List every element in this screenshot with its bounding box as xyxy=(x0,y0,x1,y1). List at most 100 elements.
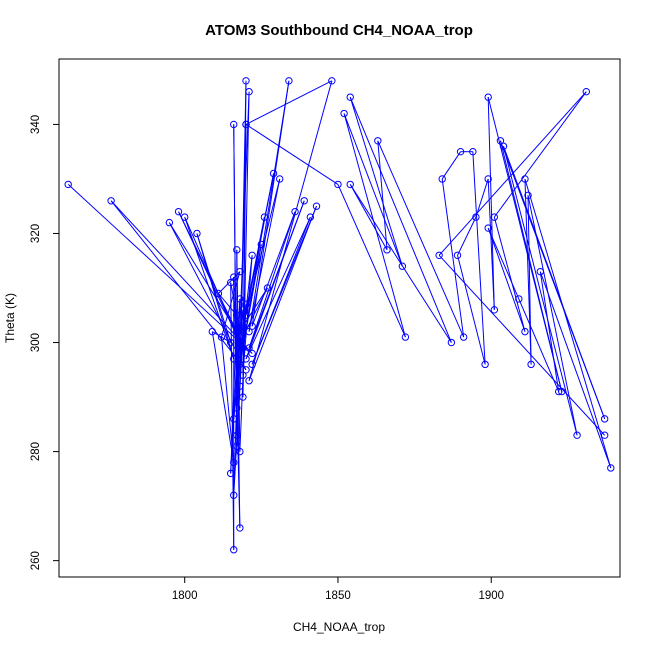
data-point xyxy=(236,360,244,369)
series-line-segment xyxy=(251,80,290,327)
data-point xyxy=(242,120,250,129)
series-line-segment xyxy=(493,91,587,218)
data-point xyxy=(285,77,293,85)
data-point xyxy=(484,93,492,101)
series-line-segment xyxy=(349,184,388,251)
data-point xyxy=(230,120,238,129)
series-line-segment xyxy=(493,216,526,332)
series-line-segment xyxy=(251,206,317,365)
data-point xyxy=(573,431,581,439)
series-line-segment xyxy=(527,195,578,436)
data-point xyxy=(236,295,244,303)
data-point xyxy=(239,322,247,330)
series-line-segment xyxy=(438,254,606,436)
x-axis-label: CH4_NOAA_trop xyxy=(293,620,385,634)
data-point xyxy=(180,213,189,221)
data-point xyxy=(226,278,235,287)
data-point xyxy=(208,327,216,336)
data-point xyxy=(484,224,492,232)
data-point xyxy=(398,262,407,270)
data-point xyxy=(496,137,505,145)
data-point xyxy=(239,393,247,401)
data-point xyxy=(600,415,609,423)
data-point xyxy=(233,246,241,254)
series-line-segment xyxy=(349,97,403,267)
series-line-segment xyxy=(539,271,612,469)
data-point xyxy=(64,180,72,189)
plot-frame xyxy=(58,58,621,578)
data-point xyxy=(248,360,256,369)
series-line-segment xyxy=(168,222,238,332)
y-tick-label: 300 xyxy=(30,333,42,352)
data-point xyxy=(236,382,244,390)
series-line-segment xyxy=(245,80,333,125)
data-point xyxy=(236,338,244,347)
x-tick-label: 1800 xyxy=(172,590,198,602)
series-line-segment xyxy=(441,178,465,338)
series-line-segment xyxy=(518,298,560,392)
series-line-segment xyxy=(539,271,560,392)
data-point xyxy=(233,442,241,450)
data-point xyxy=(438,175,446,183)
series-line-segment xyxy=(245,216,311,360)
series-line-segment xyxy=(343,113,406,338)
data-point xyxy=(527,360,535,369)
data-point xyxy=(269,169,278,178)
data-point xyxy=(263,284,272,292)
data-point xyxy=(291,207,299,216)
series-line-segment xyxy=(487,227,526,332)
data-point xyxy=(242,77,250,85)
series-line-segment xyxy=(110,200,253,354)
series-line-segment xyxy=(487,227,520,300)
data-point xyxy=(328,77,336,85)
series-line-segment xyxy=(377,140,465,338)
data-point xyxy=(230,491,238,499)
data-point xyxy=(236,524,244,532)
data-point xyxy=(233,404,241,412)
series-line-segment xyxy=(67,184,253,354)
series-line-segment xyxy=(343,113,403,267)
data-point xyxy=(374,137,382,145)
data-point xyxy=(469,147,477,156)
series-line-segment xyxy=(251,211,296,327)
data-point xyxy=(233,431,241,439)
x-axis: 1800 1850 1900 xyxy=(172,577,504,602)
data-point xyxy=(383,246,391,254)
data-point xyxy=(242,366,250,374)
data-point xyxy=(554,387,563,396)
data-point xyxy=(233,311,241,319)
series-line-segment xyxy=(245,173,275,316)
data-point xyxy=(607,464,615,472)
series-line-segment xyxy=(337,184,406,338)
y-axis-label: Theta (K) xyxy=(3,293,17,343)
y-tick-label: 340 xyxy=(30,115,42,134)
series-line-segment xyxy=(377,140,388,250)
y-tick-label: 280 xyxy=(30,442,42,461)
data-point xyxy=(453,251,462,259)
series-line-segment xyxy=(242,255,253,376)
series-line-segment xyxy=(236,249,241,452)
x-tick-label: 1900 xyxy=(478,590,504,602)
data-point xyxy=(245,88,253,96)
series-line-segment xyxy=(524,178,612,469)
data-point xyxy=(214,289,223,298)
data-point xyxy=(230,355,238,363)
data-point xyxy=(484,175,492,183)
series-line-segment xyxy=(248,80,333,381)
data-point xyxy=(248,349,256,358)
data-point xyxy=(257,240,266,249)
series-line-segment xyxy=(457,216,477,256)
series-line-segment xyxy=(245,124,339,185)
x-tick-label: 1850 xyxy=(325,590,351,602)
data-point xyxy=(236,267,244,276)
data-point xyxy=(515,295,523,303)
series-line-segment xyxy=(524,178,532,365)
series-line-segment xyxy=(499,140,563,392)
y-tick-label: 320 xyxy=(30,224,42,243)
series-line-segment xyxy=(503,146,578,436)
data-point xyxy=(447,338,456,347)
data-point xyxy=(193,229,201,238)
data-point xyxy=(481,360,489,369)
data-point xyxy=(490,306,499,314)
